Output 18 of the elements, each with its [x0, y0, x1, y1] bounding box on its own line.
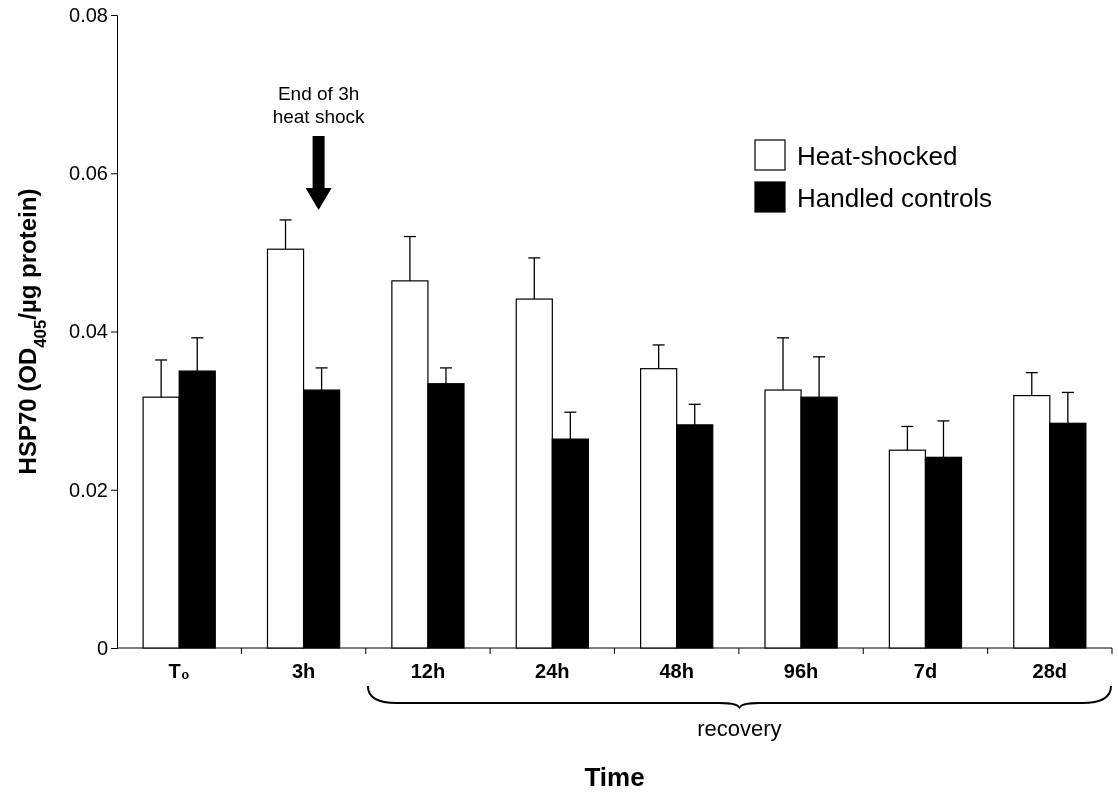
x-tick-label: 12h: [410, 660, 446, 682]
legend-label: Heat-shocked: [797, 141, 958, 171]
y-tick-label: 0.04: [69, 320, 108, 343]
text: recovery: [697, 716, 782, 741]
x-tick-label: 28d: [1032, 660, 1068, 682]
x-tick-label: 3h: [291, 660, 316, 682]
y-tick-label: 0.08: [69, 3, 108, 26]
legend-label: Handled controls: [797, 183, 993, 213]
y-tick-label: 0.02: [69, 478, 108, 501]
x-tick-label: 96h: [783, 660, 819, 682]
y-tick-label: 0.06: [69, 162, 108, 185]
y-tick-label: 0: [96, 636, 108, 659]
annotation: End of 3h heat shock: [272, 83, 366, 127]
x-axis-title: Time: [584, 762, 645, 792]
x-tick-label: 24h: [535, 660, 570, 682]
x-tick-label: 7d: [913, 660, 938, 682]
x-tick-label: 48h: [659, 660, 694, 682]
x-tick-label: T₀: [168, 660, 190, 682]
